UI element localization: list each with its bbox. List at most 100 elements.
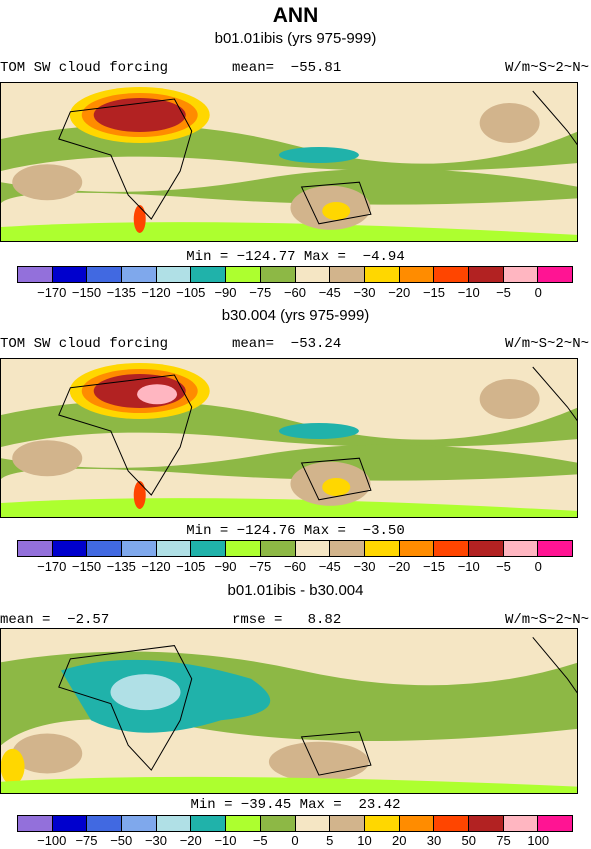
cloud-forcing-region [479,379,540,419]
colorbar-tick-label: −90 [214,559,237,574]
colorbar-cell [503,541,539,556]
colorbar-cell [191,541,227,556]
min-max-label: Min = −124.76 Max = −3.50 [186,523,405,539]
colorbar-tick-label: −5 [496,559,511,574]
colorbar-tick-label: −75 [249,559,272,574]
colorbar-cell [330,816,365,831]
colorbar-cell [399,816,435,831]
colorbar-tick-label: 100 [527,833,550,848]
cloud-forcing-region [12,164,83,201]
colorbar-tick-label: −5 [252,833,268,848]
colorbar-tick-label: −10 [457,559,480,574]
colorbar-tick-label: −50 [110,833,133,848]
colorbar-cell [295,816,331,831]
cloud-forcing-region [322,202,351,220]
panel-subtitle: b01.01ibis - b30.004 [227,582,364,599]
page-title: ANN [272,4,319,27]
colorbar-tick-label: −30 [353,559,376,574]
colorbar-tick-label: −45 [318,559,341,574]
difference-region [12,733,83,774]
colorbar-tick-label: 20 [392,833,407,848]
colorbar-tick-label: −150 [71,559,102,574]
colorbar [17,815,573,832]
colorbar-cell [503,816,539,831]
colorbar-cell [52,267,88,282]
colorbar-tick-label: −30 [353,285,376,300]
colorbar-cell [434,267,469,282]
colorbar-cell [18,541,53,556]
colorbar-tick-label: −75 [75,833,98,848]
colorbar-tick-label: −120 [141,559,171,574]
colorbar-cell [18,816,53,831]
australia-coastline [300,457,372,501]
colorbar-tick-label: −20 [388,285,411,300]
colorbar-cell [330,541,365,556]
colorbar-labels: −100 −75 −50 −30 −20 −10 −5 0 5 10 20 30 50 75 100 [17,833,573,849]
cloud-forcing-region [133,205,146,233]
colorbar-tick-label: −60 [283,559,307,574]
colorbar-tick-label: −5 [496,285,511,300]
colorbar-cell [295,541,331,556]
colorbar-tick-label: −10 [214,833,237,848]
colorbar-tick-label: 75 [496,833,511,848]
difference-band [1,776,577,793]
contour-map [0,82,578,242]
colorbar-tick-label: 5 [326,833,334,848]
colorbar-tick-label: −30 [144,833,168,848]
colorbar-tick-label: 50 [461,833,476,848]
panel-subtitle: b01.01ibis (yrs 975-999) [214,30,377,47]
panel-subtitle: b30.004 (yrs 975-999) [221,307,370,324]
colorbar-tick-label: −105 [176,559,206,574]
colorbar-tick-label: 0 [534,559,542,574]
colorbar-cell [434,816,469,831]
colorbar-tick-label: −10 [457,285,480,300]
colorbar-tick-label: −90 [214,285,237,300]
africa-coastline [58,98,193,220]
colorbar-tick-label: −20 [179,833,202,848]
colorbar-cell [364,541,400,556]
contour-map [0,628,578,794]
colorbar-tick-label: −60 [283,285,307,300]
mean-value: mean= −55.81 [232,60,342,76]
warm-pool-region [278,423,359,439]
colorbar-cell [538,267,572,282]
units-label: W/m~S~2~N~ [504,60,589,76]
colorbar-tick-label: 10 [357,833,372,848]
colorbar-cell [434,541,469,556]
colorbar-tick-label: −75 [249,285,272,300]
colorbar-cell [52,541,88,556]
colorbar-cell [399,541,435,556]
colorbar-tick-label: −150 [71,285,102,300]
colorbar-tick-label: −20 [388,559,411,574]
colorbar-cell [122,267,157,282]
africa-coastline [58,374,193,496]
cloud-forcing-region [12,440,83,477]
colorbar-cell [191,816,227,831]
colorbar-cell [295,267,331,282]
colorbar [17,266,573,283]
mean-value: rmse = 8.82 [232,612,342,628]
colorbar-cell [52,816,88,831]
colorbar-cell [503,267,539,282]
field-label: TOM SW cloud forcing [0,60,169,76]
colorbar-cell [468,816,504,831]
mean-value: mean= −53.24 [232,336,342,352]
colorbar-cell [156,541,192,556]
colorbar-cell [468,541,504,556]
difference-region [110,674,181,711]
units-label: W/m~S~2~N~ [504,336,589,352]
americas-coastline [532,366,577,422]
colorbar-tick-label: 0 [534,285,542,300]
sahara-region [137,384,178,405]
americas-coastline [532,636,577,694]
colorbar-tick-label: −170 [37,559,67,574]
difference-region [268,741,369,782]
colorbar-cell [122,816,157,831]
colorbar-tick-label: −45 [318,285,341,300]
colorbar-cell [538,816,572,831]
americas-coastline [532,90,577,146]
colorbar-tick-label: −105 [176,285,206,300]
colorbar-cell [260,541,296,556]
colorbar-cell [87,816,123,831]
colorbar-cell [260,267,296,282]
